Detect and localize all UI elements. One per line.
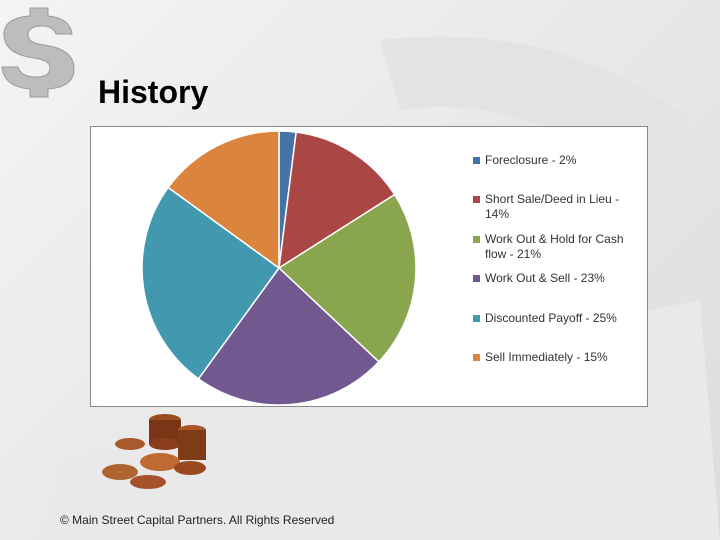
footer: © Main Street Capital Partners. All Righ… — [60, 513, 335, 527]
legend-item: Work Out & Sell - 23% — [473, 271, 643, 310]
pie-slice — [277, 193, 417, 363]
legend-item: Short Sale/Deed in Lieu - 14% — [473, 192, 643, 231]
pie-chart — [141, 130, 417, 406]
legend-label: Foreclosure - 2% — [485, 153, 577, 167]
legend-item: Work Out & Hold for Cash flow - 21% — [473, 232, 643, 271]
pie-slice — [278, 131, 396, 270]
dollar-icon — [1, 7, 75, 98]
legend-swatch — [473, 314, 480, 322]
pie-slice — [141, 186, 281, 380]
legend-label: Work Out & Hold for Cash flow - 21% — [485, 231, 624, 261]
legend-swatch — [473, 275, 480, 283]
legend-swatch — [473, 157, 480, 164]
legend-item: Sell Immediately - 15% — [473, 350, 643, 389]
legend-swatch — [473, 235, 480, 243]
pie-slice — [167, 130, 280, 270]
legend-swatch — [473, 196, 480, 204]
legend-swatch — [473, 353, 480, 361]
chart-area: Foreclosure - 2% Short Sale/Deed in Lieu … — [90, 126, 648, 407]
legend-item: Discounted Payoff - 25% — [473, 311, 643, 350]
coins — [102, 414, 206, 489]
legend-label: Discounted Payoff - 25% — [485, 310, 617, 325]
legend-label: Short Sale/Deed in Lieu - 14% — [485, 192, 620, 222]
pie-slice — [197, 266, 380, 406]
legend-item: Foreclosure - 2% — [473, 153, 643, 192]
legend: Foreclosure - 2% Short Sale/Deed in Lieu … — [473, 153, 643, 389]
slide-title: History — [98, 74, 209, 110]
legend-label: Work Out & Sell - 23% — [485, 271, 605, 286]
legend-label: Sell Immediately - 15% — [485, 349, 608, 364]
